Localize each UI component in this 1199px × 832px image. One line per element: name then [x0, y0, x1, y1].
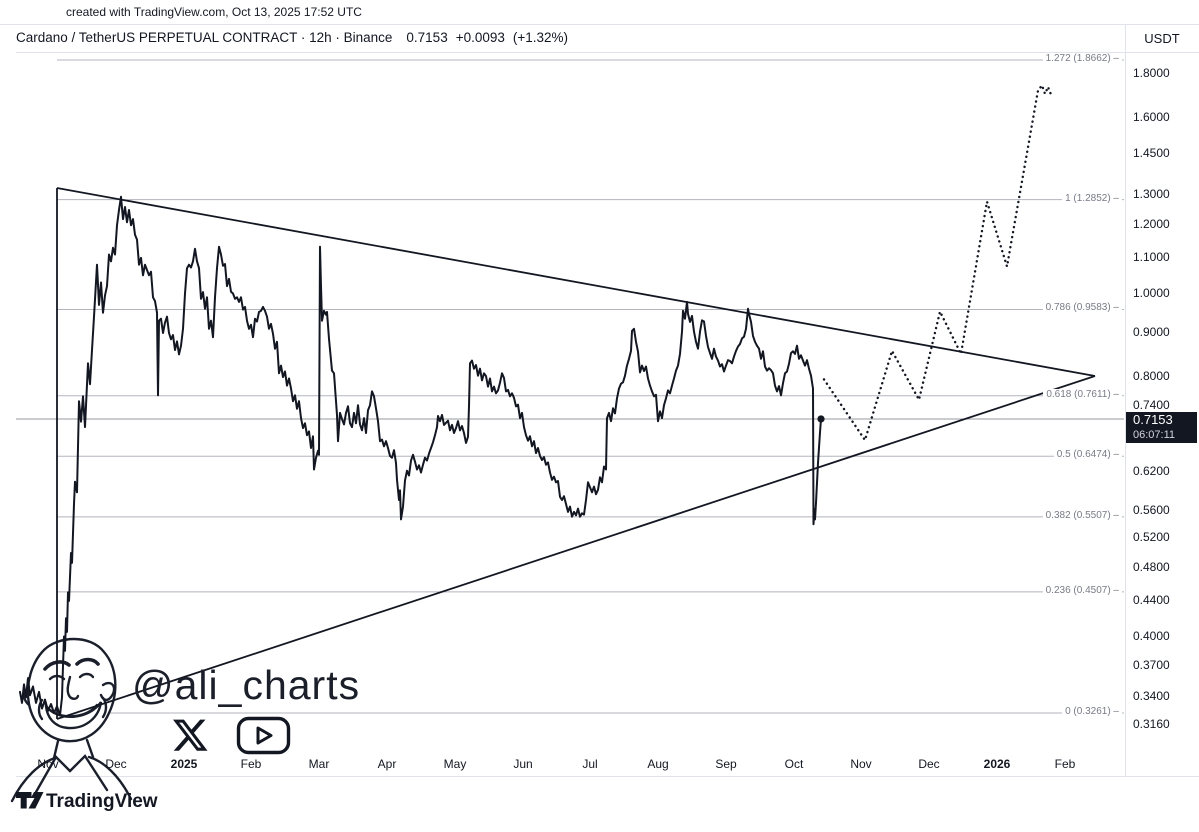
price-line — [19, 195, 822, 717]
watermark-handle: @ali_charts — [132, 662, 361, 708]
last-price-value: 0.7153 — [1133, 411, 1173, 427]
time-tick-label: Dec — [105, 757, 127, 771]
symbol-title[interactable]: Cardano / TetherUS PERPETUAL CONTRACT · … — [16, 30, 393, 45]
time-tick-label: Nov — [37, 757, 59, 771]
price-scale-border — [1125, 24, 1126, 776]
price-tick-label: 0.5600 — [1133, 502, 1170, 517]
fib-gridlines — [16, 59, 1124, 714]
fib-level-label: 1.272 (1.8662) – — [1042, 53, 1122, 64]
fib-level-label: 0 (0.3261) – — [1062, 706, 1122, 717]
fib-level-label: 0.5 (0.6474) – — [1053, 449, 1122, 461]
legend-change-abs: +0.0093 — [455, 30, 505, 45]
fib-level-label: 0.618 (0.7611) – — [1043, 388, 1122, 400]
tradingview-brand-text[interactable]: TradingView — [46, 791, 158, 812]
time-tick-label: Dec — [918, 757, 940, 771]
legend-last-price: 0.7153 — [406, 30, 448, 45]
triangle-drawing[interactable] — [56, 187, 1096, 720]
price-tick-label: 1.8000 — [1133, 65, 1170, 80]
time-tick-label: Nov — [850, 757, 872, 771]
price-tick-label: 0.8000 — [1133, 369, 1170, 384]
time-scale-border — [16, 776, 1199, 777]
fib-level-label: 0.382 (0.5507) – — [1042, 509, 1122, 521]
time-tick-label: Jun — [513, 757, 533, 771]
last-price-dot — [817, 415, 825, 423]
price-tick-label: 0.4400 — [1133, 592, 1170, 607]
trendline[interactable] — [56, 187, 1096, 377]
chart-legend[interactable]: Cardano / TetherUS PERPETUAL CONTRACT · … — [16, 30, 568, 45]
fib-level-label: 0.786 (0.9583) – — [1042, 302, 1122, 314]
attribution-text: created with TradingView.com, Oct 13, 20… — [66, 5, 362, 19]
price-tick-label: 1.6000 — [1133, 109, 1170, 124]
price-series — [19, 84, 1054, 717]
time-tick-label: Sep — [715, 757, 737, 771]
trendline[interactable] — [56, 375, 1096, 720]
time-tick-label: Feb — [1054, 757, 1076, 771]
time-tick-label: 2025 — [170, 757, 198, 771]
price-tick-label: 1.2000 — [1133, 217, 1170, 232]
price-tick-label: 0.3400 — [1133, 689, 1170, 704]
price-tick-label: 0.5200 — [1133, 530, 1170, 545]
price-tick-label: 1.1000 — [1133, 249, 1170, 264]
legend-change-pct: (+1.32%) — [512, 30, 569, 45]
time-tick-label: Oct — [784, 757, 804, 771]
time-tick-label: Apr — [377, 757, 397, 771]
fib-level-label: 1 (1.2852) – — [1062, 192, 1122, 204]
price-tick-label: 0.3700 — [1133, 657, 1170, 672]
price-tick-label: 1.4500 — [1133, 146, 1170, 161]
card-top-border — [0, 24, 1199, 25]
price-tick-label: 0.7400 — [1133, 398, 1170, 413]
tradingview-logo-icon[interactable] — [16, 792, 44, 809]
bar-countdown: 06:07:11 — [1133, 428, 1176, 441]
time-tick-label: Mar — [308, 757, 330, 771]
price-tick-label: 0.9000 — [1133, 324, 1170, 339]
price-tick-label: 1.3000 — [1133, 187, 1170, 202]
plot-top-border — [16, 52, 1199, 53]
time-tick-label: May — [443, 757, 467, 771]
projected-path-line — [822, 84, 1054, 442]
time-tick-label: Jul — [582, 757, 598, 771]
price-tick-label: 0.4800 — [1133, 560, 1170, 575]
price-tick-label: 1.0000 — [1133, 285, 1170, 300]
time-tick-label: Aug — [647, 757, 669, 771]
price-tick-label: 0.6200 — [1133, 464, 1170, 479]
fib-level-label: 0.236 (0.4507) – — [1042, 584, 1122, 596]
currency-unit-button[interactable]: USDT — [1144, 31, 1180, 46]
youtube-logo-icon — [236, 716, 291, 755]
last-price-label: 0.7153 06:07:11 — [1126, 411, 1197, 443]
face-doodle — [10, 637, 133, 803]
x-logo-icon — [173, 719, 208, 751]
time-tick-label: 2026 — [983, 757, 1011, 771]
time-tick-label: Feb — [240, 757, 262, 771]
price-tick-label: 0.3160 — [1133, 716, 1170, 731]
price-tick-label: 0.4000 — [1133, 628, 1170, 643]
